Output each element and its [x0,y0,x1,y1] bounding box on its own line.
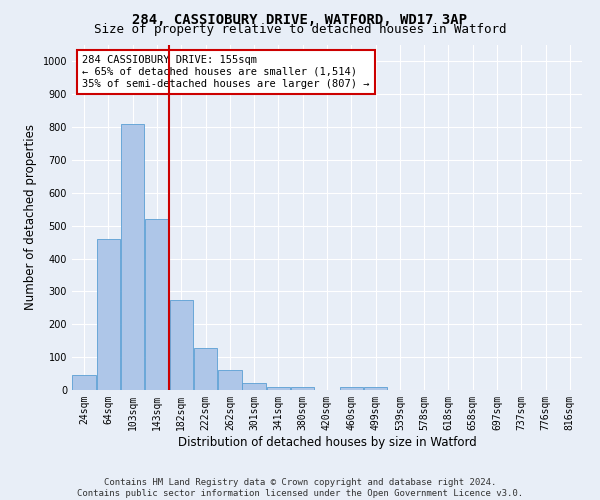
Bar [170,300,193,390]
Bar [364,388,388,390]
Bar [73,374,96,390]
Text: 284 CASSIOBURY DRIVE: 155sqm
← 65% of detached houses are smaller (1,514)
35% of: 284 CASSIOBURY DRIVE: 155sqm ← 65% of de… [82,56,370,88]
Text: Size of property relative to detached houses in Watford: Size of property relative to detached ho… [94,22,506,36]
Text: Contains HM Land Registry data © Crown copyright and database right 2024.
Contai: Contains HM Land Registry data © Crown c… [77,478,523,498]
Text: 284, CASSIOBURY DRIVE, WATFORD, WD17 3AP: 284, CASSIOBURY DRIVE, WATFORD, WD17 3AP [133,12,467,26]
Bar [291,386,314,390]
Bar [97,239,120,390]
Bar [194,348,217,390]
Y-axis label: Number of detached properties: Number of detached properties [24,124,37,310]
Bar [145,219,169,390]
Bar [218,370,242,390]
Bar [340,388,363,390]
Bar [266,386,290,390]
Bar [121,124,145,390]
X-axis label: Distribution of detached houses by size in Watford: Distribution of detached houses by size … [178,436,476,448]
Bar [242,383,266,390]
